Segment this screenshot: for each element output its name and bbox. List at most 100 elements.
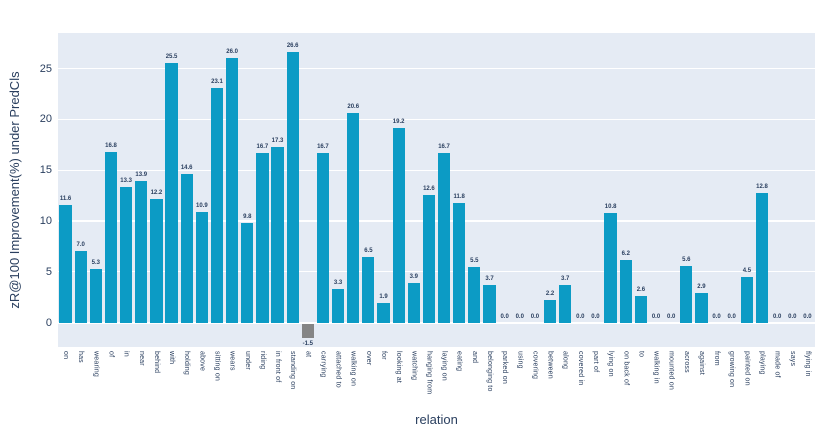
bar[interactable] [135,181,148,323]
x-tick-label: playing [758,351,766,375]
y-tick-label: 15 [39,164,52,177]
bar-value-label: 3.3 [333,280,343,287]
bar-value-label: 0.0 [666,313,676,320]
x-tick-label: parked on [501,351,509,384]
bar-value-label: 11.6 [59,195,72,202]
bar[interactable] [604,212,617,323]
bar[interactable] [619,259,632,323]
y-axis-title: zR@100 Improvement(%) under PredCls [7,71,22,309]
bar[interactable] [377,303,390,323]
x-tick-label: laying on [440,351,448,381]
x-tick-label: says [788,351,796,367]
bar[interactable] [362,256,375,323]
x-tick-label: and [470,351,478,364]
x-tick-label: across [682,351,690,373]
bar[interactable] [89,268,102,323]
x-tick-label: watching [410,351,418,381]
bar-value-label: 0.0 [515,313,524,320]
x-tick-label: carrying [319,351,327,378]
bar[interactable] [695,293,708,323]
y-tick-label: 20 [39,113,52,126]
bar[interactable] [271,146,284,323]
x-tick-label: along [561,351,569,370]
bar-value-label: 10.8 [604,203,617,210]
bar[interactable] [543,300,557,323]
x-tick-label: behind [152,351,160,374]
x-tick-label: against [697,351,705,375]
bar[interactable] [347,113,360,323]
bar[interactable] [210,87,224,323]
bar-value-label: 0.0 [651,313,661,320]
bar[interactable] [422,194,436,323]
bar-value-label: 20.6 [347,104,360,111]
bar[interactable] [195,211,208,323]
bar[interactable] [74,251,87,323]
bar-value-label: 3.7 [561,276,570,282]
bar-value-label: 16.7 [317,143,329,150]
bar-value-label: 13.3 [120,178,132,185]
bar[interactable] [256,152,269,323]
x-tick-label: walking in [652,351,660,384]
bar-value-label: 3.7 [485,276,494,282]
bar-value-label: 0.0 [727,313,736,320]
bar[interactable] [392,127,405,323]
bar[interactable] [59,204,72,323]
gridline [58,169,815,171]
bar-value-label: 16.7 [256,143,269,150]
bar[interactable] [740,276,753,323]
bar-value-label: 26.0 [226,49,238,56]
bar[interactable] [634,296,647,323]
bar-value-label: 6.5 [364,247,373,254]
bar[interactable] [241,223,254,323]
bar[interactable] [483,285,496,323]
bar-value-label: 0.0 [712,313,721,320]
x-tick-label: flying in [803,351,811,377]
bar-value-label: 0.0 [772,313,782,320]
zero-gridline [58,322,815,324]
bar-value-label: 13.9 [135,172,148,179]
bar[interactable] [755,192,769,323]
bar[interactable] [165,63,178,323]
bar[interactable] [225,58,239,323]
bar-value-label: 23.1 [211,78,223,85]
bar[interactable] [437,152,451,323]
bar-value-label: 12.8 [756,183,768,190]
x-tick-label: eating [455,351,463,372]
bar[interactable] [180,174,193,323]
bar[interactable] [316,152,330,323]
x-tick-label: on back of [622,351,630,386]
bar-value-label: 5.6 [682,256,691,263]
bar[interactable] [331,289,345,323]
bar[interactable] [680,265,693,323]
bar-value-label: 0.0 [576,313,585,320]
x-tick-label: using [516,351,524,369]
bar-value-label: 0.0 [591,313,600,320]
x-tick-label: mounted on [667,351,675,390]
bar-value-label: 12.6 [423,185,435,192]
bar[interactable] [150,198,163,323]
x-tick-label: covered in [576,351,584,386]
x-tick-label: for [380,351,387,360]
x-tick-label: wears [228,351,236,371]
bar[interactable] [407,282,420,323]
bar-value-label: -1.5 [302,340,313,347]
bar[interactable] [301,323,314,338]
x-tick-label: belonging to [485,351,493,392]
bar-value-label: 5.5 [470,257,479,264]
x-tick-label: lying on [607,351,615,377]
bar[interactable] [559,285,572,323]
bar[interactable] [119,187,133,323]
bar[interactable] [104,151,118,323]
x-tick-label: looking at [395,351,403,383]
bar-value-label: 12.2 [150,189,163,196]
bar[interactable] [453,202,466,323]
bar-value-label: 0.0 [803,313,812,320]
bar-value-label: 9.8 [243,214,252,221]
bar[interactable] [468,266,481,323]
x-tick-label: has [77,351,85,363]
x-tick-label: growing on [728,351,736,388]
bar-value-label: 26.6 [286,43,299,50]
bar[interactable] [286,52,299,323]
x-tick-label: painted on [743,351,751,386]
